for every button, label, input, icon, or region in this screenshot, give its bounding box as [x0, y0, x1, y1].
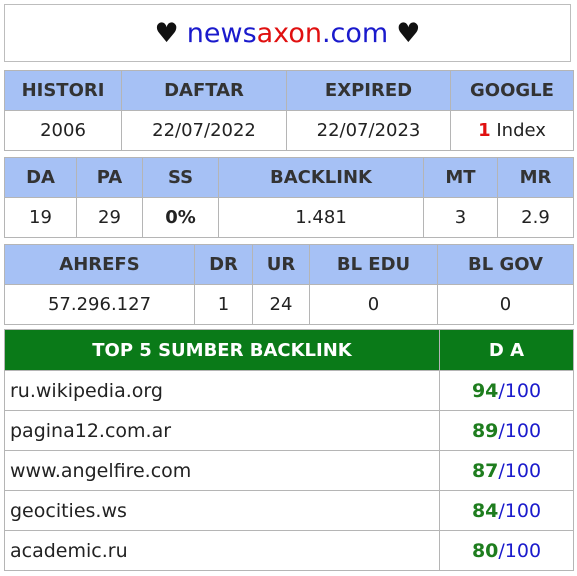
histori-value: 2006 — [4, 110, 122, 151]
header-da: DA — [4, 157, 77, 198]
header-ahrefs: AHREFS — [4, 244, 195, 285]
header-ur: UR — [252, 244, 310, 285]
header-google: GOOGLE — [450, 70, 574, 111]
table-row: pagina12.com.ar 89/100 — [4, 410, 574, 451]
backlink-da: 84/100 — [439, 490, 574, 531]
da-score: 84 — [471, 499, 499, 522]
table-row: www.angelfire.com 87/100 — [4, 450, 574, 491]
mr-value: 2.9 — [497, 197, 574, 238]
expired-value: 22/07/2023 — [286, 110, 451, 151]
domain-part-news: news — [186, 17, 257, 49]
bl-edu-value: 0 — [309, 284, 438, 325]
heart-icon: ♥ — [154, 17, 179, 49]
backlink-site: pagina12.com.ar — [4, 410, 440, 451]
backlink-site: www.angelfire.com — [4, 450, 440, 491]
table-row: ru.wikipedia.org 94/100 — [4, 370, 574, 411]
da-separator: / — [498, 539, 505, 562]
domain-name: newsaxon.com — [187, 18, 388, 49]
backlink-da: 94/100 — [439, 370, 574, 411]
ahrefs-metrics-table: AHREFS DR UR BL EDU BL GOV 57.296.127 1 … — [4, 244, 574, 325]
da-max: 100 — [504, 379, 542, 402]
da-max: 100 — [504, 459, 542, 482]
header-ss: SS — [142, 157, 219, 198]
top-backlinks-table: TOP 5 SUMBER BACKLINK D A ru.wikipedia.o… — [4, 329, 574, 571]
google-value: 1 Index — [450, 110, 574, 151]
header-mr: MR — [497, 157, 574, 198]
pa-value: 29 — [76, 197, 143, 238]
da-separator: / — [498, 499, 505, 522]
da-score: 80 — [471, 539, 499, 562]
header-histori: HISTORI — [4, 70, 122, 111]
google-index-label: Index — [490, 120, 546, 141]
header-backlink: BACKLINK — [218, 157, 424, 198]
da-score: 89 — [471, 419, 499, 442]
da-score: 87 — [471, 459, 499, 482]
bl-gov-value: 0 — [437, 284, 574, 325]
da-value: 19 — [4, 197, 77, 238]
backlink-site: academic.ru — [4, 530, 440, 571]
header-da-score: D A — [439, 329, 574, 371]
da-separator: / — [498, 379, 505, 402]
da-score: 94 — [471, 379, 499, 402]
ur-value: 24 — [252, 284, 310, 325]
backlink-da: 87/100 — [439, 450, 574, 491]
header-top-sources: TOP 5 SUMBER BACKLINK — [4, 329, 440, 371]
header-bl-gov: BL GOV — [437, 244, 574, 285]
da-separator: / — [498, 419, 505, 442]
backlink-site: geocities.ws — [4, 490, 440, 531]
google-index-count: 1 — [478, 120, 491, 141]
da-max: 100 — [504, 539, 542, 562]
da-max: 100 — [504, 419, 542, 442]
domain-part-axon: axon — [256, 17, 322, 49]
moz-metrics-table: DA PA SS BACKLINK MT MR 19 29 0% 1.481 3… — [4, 157, 574, 238]
header-pa: PA — [76, 157, 143, 198]
ss-value: 0% — [142, 197, 219, 238]
header-mt: MT — [423, 157, 498, 198]
header-expired: EXPIRED — [286, 70, 451, 111]
domain-part-tld: .com — [321, 17, 389, 49]
backlink-value: 1.481 — [218, 197, 424, 238]
dr-value: 1 — [194, 284, 253, 325]
backlink-da: 80/100 — [439, 530, 574, 571]
domain-history-table: HISTORI DAFTAR EXPIRED GOOGLE 2006 22/07… — [4, 70, 574, 151]
mt-value: 3 — [423, 197, 498, 238]
backlink-da: 89/100 — [439, 410, 574, 451]
header-bl-edu: BL EDU — [309, 244, 438, 285]
table-row: geocities.ws 84/100 — [4, 490, 574, 531]
ahrefs-value: 57.296.127 — [4, 284, 195, 325]
da-max: 100 — [504, 499, 542, 522]
header-dr: DR — [194, 244, 253, 285]
table-row: academic.ru 80/100 — [4, 530, 574, 571]
da-separator: / — [498, 459, 505, 482]
domain-title: ♥ newsaxon.com ♥ — [4, 4, 571, 62]
heart-icon: ♥ — [396, 17, 421, 49]
header-daftar: DAFTAR — [121, 70, 287, 111]
backlink-site: ru.wikipedia.org — [4, 370, 440, 411]
daftar-value: 22/07/2022 — [121, 110, 287, 151]
